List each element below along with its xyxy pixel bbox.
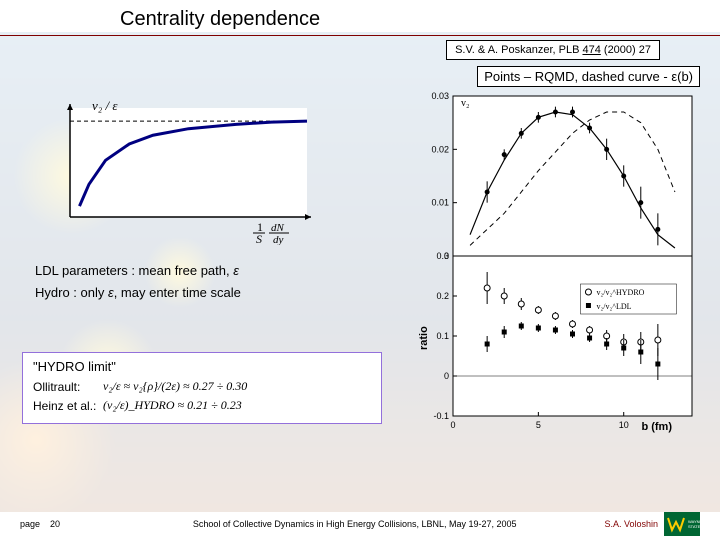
svg-text:ratio: ratio (418, 326, 430, 350)
svg-text:v₂ / ε: v₂ / ε (92, 100, 118, 113)
svg-text:0: 0 (444, 371, 449, 381)
svg-text:S: S (256, 232, 262, 245)
svg-text:0.2: 0.2 (436, 291, 449, 301)
params-line1: LDL parameters : mean free path, ε (35, 260, 241, 282)
svg-text:0: 0 (450, 420, 455, 430)
svg-text:0.1: 0.1 (436, 331, 449, 341)
ldl-params-text: LDL parameters : mean free path, ε Hydro… (35, 260, 241, 304)
svg-text:v₂: v₂ (461, 98, 470, 109)
points-label-box: Points – RQMD, dashed curve - ε(b) (477, 66, 700, 87)
footer-author: S.A. Voloshin (604, 519, 658, 529)
svg-text:b (fm): b (fm) (641, 421, 672, 433)
hydro-limit-title: "HYDRO limit" (33, 359, 371, 374)
footer-school: School of Collective Dynamics in High En… (105, 519, 604, 529)
svg-text:v₂/v₂^LDL: v₂/v₂^LDL (596, 302, 631, 311)
hydro-row-heinz: Heinz et al.: (v₂/ε)_HYDRO ≈ 0.21 ÷ 0.23 (33, 398, 371, 413)
svg-text:dN: dN (271, 222, 285, 234)
svg-text:5: 5 (536, 420, 541, 430)
svg-text:dy: dy (273, 234, 284, 245)
left-chart: v₂ / ε1SdNdy (35, 100, 315, 245)
page-title: Centrality dependence (120, 8, 720, 31)
points-label: Points – RQMD, dashed curve - ε(b) (484, 69, 693, 84)
svg-text:v₂/v₂^HYDRO: v₂/v₂^HYDRO (596, 288, 644, 297)
citation-box: S.V. & A. Poskanzer, PLB 474 (2000) 27 (446, 40, 660, 60)
wayne-state-logo: WAYNE STATE (664, 512, 700, 536)
svg-text:0.02: 0.02 (431, 144, 449, 154)
citation-text: S.V. & A. Poskanzer, PLB 474 (2000) 27 (455, 44, 651, 56)
hydro-row-ollitrault: Ollitrault: v₂/ε ≈ v₂{ρ}/(2ε) ≈ 0.27 ÷ 0… (33, 379, 371, 394)
params-line2: Hydro : only ε, may enter time scale (35, 282, 241, 304)
svg-text:10: 10 (619, 420, 629, 430)
svg-text:0.3: 0.3 (436, 251, 449, 261)
svg-text:STATE: STATE (688, 524, 700, 529)
hydro-limit-box: "HYDRO limit" Ollitrault: v₂/ε ≈ v₂{ρ}/(… (22, 352, 382, 424)
footer: page 20 School of Collective Dynamics in… (0, 512, 720, 536)
footer-page: page 20 (20, 519, 105, 529)
right-charts: 00.010.020.03v₂-0.100.10.20.30510ratiob … (415, 88, 700, 438)
svg-text:-0.1: -0.1 (433, 411, 449, 421)
svg-text:0.03: 0.03 (431, 91, 449, 101)
svg-text:0.01: 0.01 (431, 198, 449, 208)
title-bar: Centrality dependence (0, 0, 720, 36)
